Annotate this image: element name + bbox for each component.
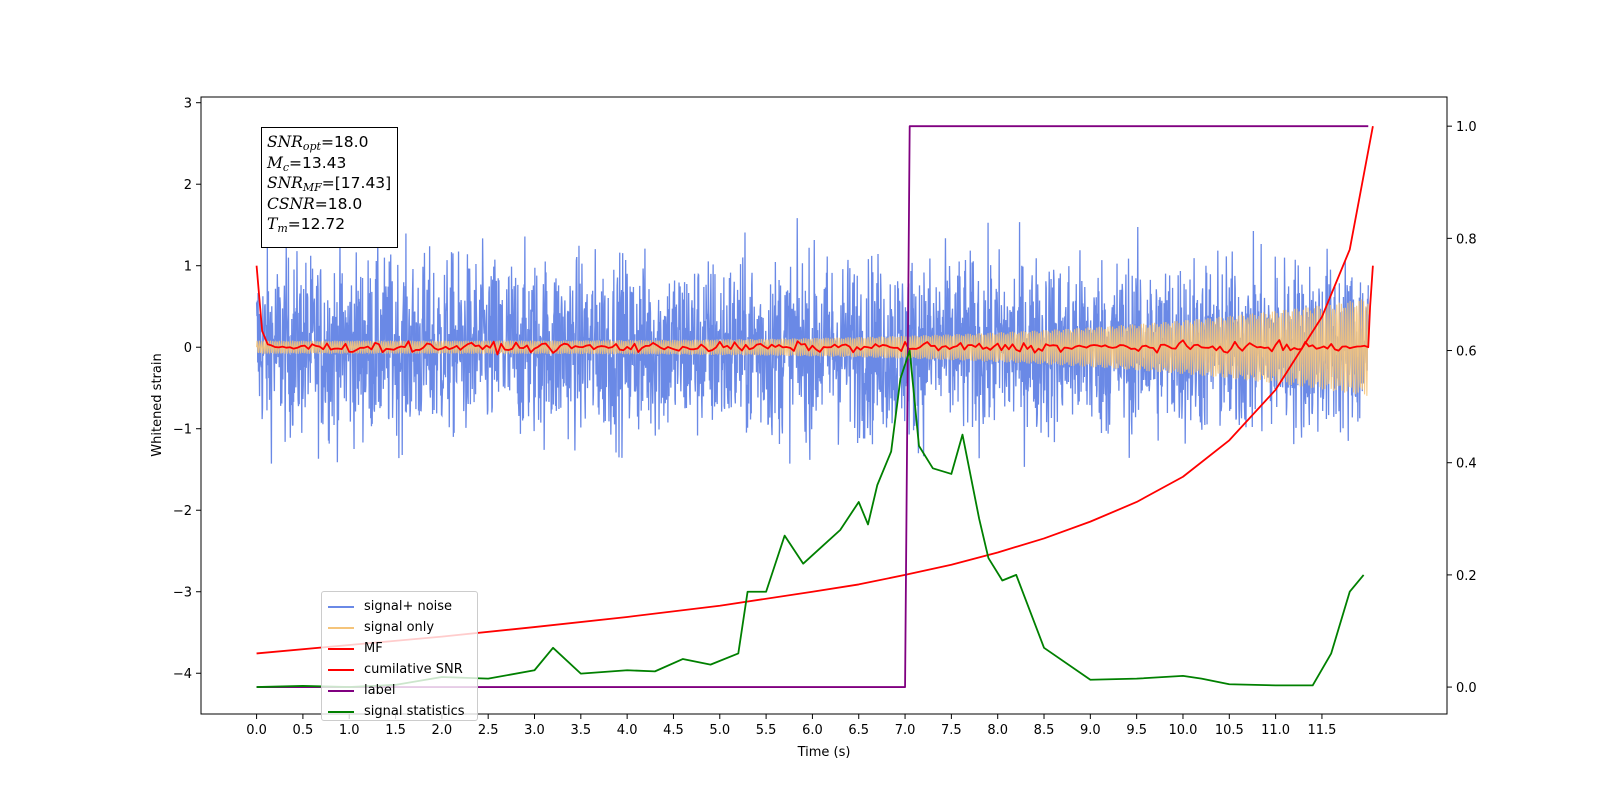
legend-label: signal statistics <box>364 704 465 719</box>
legend-swatch <box>328 689 354 692</box>
legend-label: label <box>364 683 396 698</box>
legend-swatch <box>328 647 354 650</box>
legend-swatch <box>328 626 354 629</box>
y-right-tick-label: 0.4 <box>1456 457 1477 472</box>
series-signal-statistics <box>256 349 1365 688</box>
y-left-tick-label: 3 <box>184 97 192 112</box>
x-tick-label: 7.0 <box>895 723 916 738</box>
annotation-t-m: Tm=12.72 <box>267 215 346 236</box>
legend-item-signal-statistics: signal statistics <box>328 701 477 722</box>
legend-item-mf: MF <box>328 638 477 659</box>
x-tick-label: 6.5 <box>848 723 869 738</box>
annotation-m-c: Mc=13.43 <box>267 153 347 174</box>
stats-annotation-box: SNRopt=18.0 Mc=13.43 SNRMF=[17.43] CSNR=18.… <box>261 127 398 248</box>
annotation-snr-mf: SNRMF=[17.43] <box>267 174 392 195</box>
legend-swatch <box>328 605 354 608</box>
x-tick-label: 4.5 <box>663 723 684 738</box>
legend-label: cumilative SNR <box>364 662 463 677</box>
axes-frame <box>200 96 1448 715</box>
legend-label: MF <box>364 641 383 656</box>
x-axis-label: Time (s) <box>797 745 851 760</box>
legend-label: signal+ noise <box>364 599 453 614</box>
y-axis-label-left: Whitened strain <box>150 353 165 456</box>
y-left-tick-label: −3 <box>173 586 192 601</box>
x-tick-label: 7.5 <box>941 723 962 738</box>
legend-swatch <box>328 710 354 713</box>
annotation-snr-opt: SNRopt=18.0 <box>267 133 369 153</box>
x-tick-label: 11.0 <box>1261 723 1290 738</box>
legend: signal+ noise signal only MF cumilative SNR… <box>321 591 478 721</box>
x-tick-label: 1.5 <box>385 723 406 738</box>
legend-item-cumilative-snr: cumilative SNR <box>328 659 477 680</box>
y-right-tick-label: 0.2 <box>1456 569 1477 584</box>
y-right-tick-label: 0.8 <box>1456 232 1477 247</box>
legend-item-label: label <box>328 680 477 701</box>
series-layer <box>255 125 1374 688</box>
y-left-tick-label: 2 <box>184 178 192 193</box>
x-tick-label: 2.5 <box>478 723 499 738</box>
x-tick-label: 3.5 <box>570 723 591 738</box>
y-left-tick-label: 0 <box>184 341 192 356</box>
y-right-tick-label: 1.0 <box>1456 120 1477 135</box>
legend-swatch <box>328 668 354 671</box>
series-cumilative-snr <box>256 126 1374 655</box>
x-tick-label: 0.0 <box>246 723 267 738</box>
series-signal-only <box>256 299 1369 396</box>
series-mf <box>255 265 1374 356</box>
axes-layer: 0.0 0.5 1.0 1.5 2.0 2.5 3.0 3.5 4.0 4.5 5.0 5.5 6.0 6… <box>173 97 1477 738</box>
y-right-tick-label: 0.6 <box>1456 345 1477 360</box>
x-tick-label: 10.5 <box>1215 723 1244 738</box>
legend-item-signal-noise: signal+ noise <box>328 596 477 617</box>
x-tick-label: 8.0 <box>987 723 1008 738</box>
y-left-tick-label: −4 <box>173 667 192 682</box>
x-tick-label: 2.0 <box>432 723 453 738</box>
x-tick-label: 11.5 <box>1307 723 1336 738</box>
x-tick-label: 0.5 <box>293 723 314 738</box>
y-left-tick-label: −2 <box>173 504 192 519</box>
legend-label: signal only <box>364 620 435 635</box>
y-left-tick-label: 1 <box>184 260 192 275</box>
x-tick-label: 5.0 <box>709 723 730 738</box>
x-tick-label: 6.0 <box>802 723 823 738</box>
x-tick-label: 9.0 <box>1080 723 1101 738</box>
x-tick-label: 4.0 <box>617 723 638 738</box>
y-left-tick-label: −1 <box>173 423 192 438</box>
x-tick-label: 1.0 <box>339 723 360 738</box>
x-tick-label: 10.0 <box>1169 723 1198 738</box>
legend-item-signal-only: signal only <box>328 617 477 638</box>
y-right-tick-label: 0.0 <box>1456 681 1477 696</box>
x-tick-label: 3.0 <box>524 723 545 738</box>
x-tick-label: 5.5 <box>756 723 777 738</box>
x-tick-label: 8.5 <box>1034 723 1055 738</box>
annotation-csnr: CSNR=18.0 <box>267 194 363 213</box>
series-label <box>256 125 1369 688</box>
x-tick-label: 9.5 <box>1126 723 1147 738</box>
